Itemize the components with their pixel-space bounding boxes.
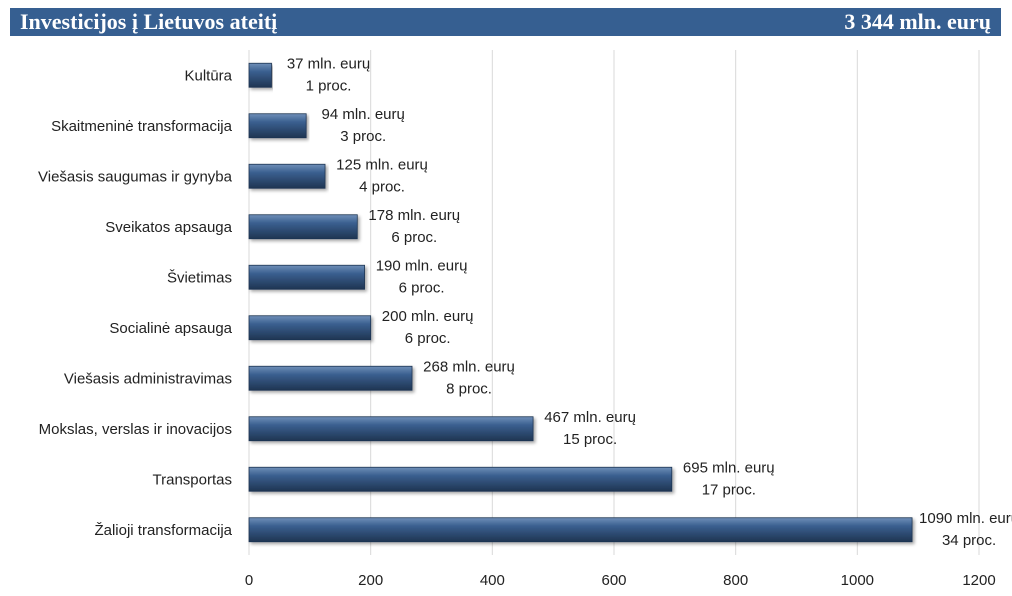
bar [248, 214, 358, 240]
x-tick-label: 400 [480, 572, 505, 589]
value-label: 94 mln. eurų [321, 106, 404, 123]
value-label: 125 mln. eurų [336, 156, 428, 173]
category-label: Viešasis administravimas [64, 370, 232, 387]
percent-label: 1 proc. [306, 77, 352, 94]
percent-label: 3 proc. [340, 128, 386, 145]
category-label: Mokslas, verslas ir inovacijos [39, 421, 232, 438]
percent-label: 6 proc. [391, 229, 437, 246]
bar [248, 315, 372, 341]
bar [248, 62, 272, 88]
value-label: 695 mln. eurų [683, 459, 775, 476]
bars-layer [248, 62, 913, 543]
category-label: Kultūra [184, 67, 232, 84]
x-tick-label: 600 [601, 572, 626, 589]
chart-title: Investicijos į Lietuvos ateitį [20, 9, 278, 34]
labels-layer: 0 200 400 600 800 1000 1200 Kultūra 37 mln. eurų… [38, 55, 1012, 589]
bar [248, 163, 326, 189]
value-label: 200 mln. eurų [382, 308, 474, 325]
value-label: 37 mln. eurų [287, 55, 370, 72]
percent-label: 34 proc. [942, 532, 996, 549]
value-label: 268 mln. eurų [423, 358, 515, 375]
percent-label: 17 proc. [702, 481, 756, 498]
category-label: Skaitmeninė transformacija [51, 118, 233, 135]
x-tick-label: 1200 [962, 572, 995, 589]
value-label: 190 mln. eurų [376, 257, 468, 274]
value-label: 178 mln. eurų [368, 207, 460, 224]
value-label: 1090 mln. eurų [919, 510, 1012, 527]
category-label: Viešasis saugumas ir gynyba [38, 168, 233, 185]
x-tick-label: 200 [358, 572, 383, 589]
category-label: Švietimas [167, 269, 232, 286]
percent-label: 4 proc. [359, 178, 405, 195]
category-label: Sveikatos apsauga [105, 219, 232, 236]
bar [248, 264, 365, 290]
percent-label: 6 proc. [399, 279, 445, 296]
percent-label: 8 proc. [446, 380, 492, 397]
x-tick-label: 800 [723, 572, 748, 589]
percent-label: 15 proc. [563, 431, 617, 448]
chart-header: Investicijos į Lietuvos ateitį 3 344 mln… [10, 8, 1001, 36]
category-label: Socialinė apsauga [109, 320, 232, 337]
total-amount: 3 344 mln. eurų [844, 9, 991, 34]
bar [248, 416, 534, 442]
bar [248, 517, 913, 543]
bar [248, 466, 673, 492]
percent-label: 6 proc. [405, 330, 451, 347]
bar [248, 365, 413, 391]
category-label: Transportas [153, 471, 232, 488]
x-tick-label: 0 [245, 572, 253, 589]
x-tick-label: 1000 [841, 572, 874, 589]
value-label: 467 mln. eurų [544, 409, 636, 426]
category-label: Žalioji transformacija [94, 522, 232, 539]
bar [248, 113, 307, 139]
